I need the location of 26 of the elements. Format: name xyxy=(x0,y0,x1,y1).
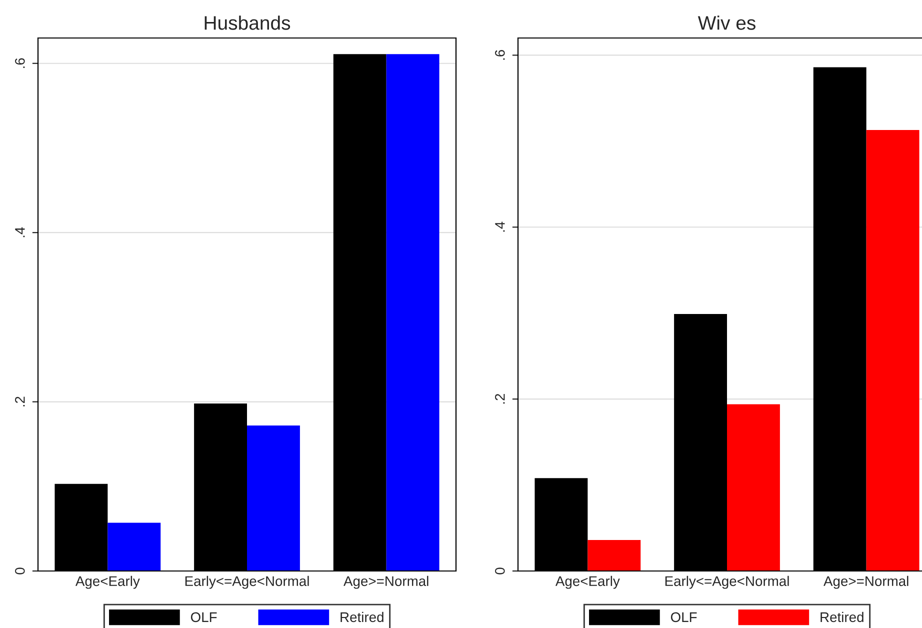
x-tick-label: Age<Early xyxy=(555,576,620,589)
y-tick-label: .6 xyxy=(15,58,25,68)
y-tick-label: 0 xyxy=(495,568,505,574)
y-tick-label: .2 xyxy=(495,394,505,404)
chart-title: Wiv es xyxy=(698,16,756,30)
legend-label: Retired xyxy=(820,612,864,622)
y-tick-label: .6 xyxy=(495,50,505,60)
y-tick-label: .4 xyxy=(15,227,25,238)
x-tick-label: Early<=Age<Normal xyxy=(185,576,309,589)
legend-label: Retired xyxy=(340,612,384,622)
x-tick-label: Age>=Normal xyxy=(824,576,908,589)
legend-label: OLF xyxy=(190,612,217,622)
x-tick-label: Age>=Normal xyxy=(344,576,428,589)
bar xyxy=(866,130,920,571)
y-tick-label: .2 xyxy=(15,396,25,406)
y-tick-label: .4 xyxy=(495,222,505,232)
legend-label: OLF xyxy=(670,612,697,622)
bar xyxy=(386,54,440,571)
x-tick-label: Early<=Age<Normal xyxy=(665,576,789,589)
y-tick-label: 0 xyxy=(15,568,25,574)
x-tick-label: Age<Early xyxy=(75,576,140,589)
bar xyxy=(588,540,641,571)
chart-title: Husbands xyxy=(204,16,290,30)
bar xyxy=(108,522,161,571)
bar xyxy=(247,425,300,571)
bar xyxy=(727,404,780,571)
